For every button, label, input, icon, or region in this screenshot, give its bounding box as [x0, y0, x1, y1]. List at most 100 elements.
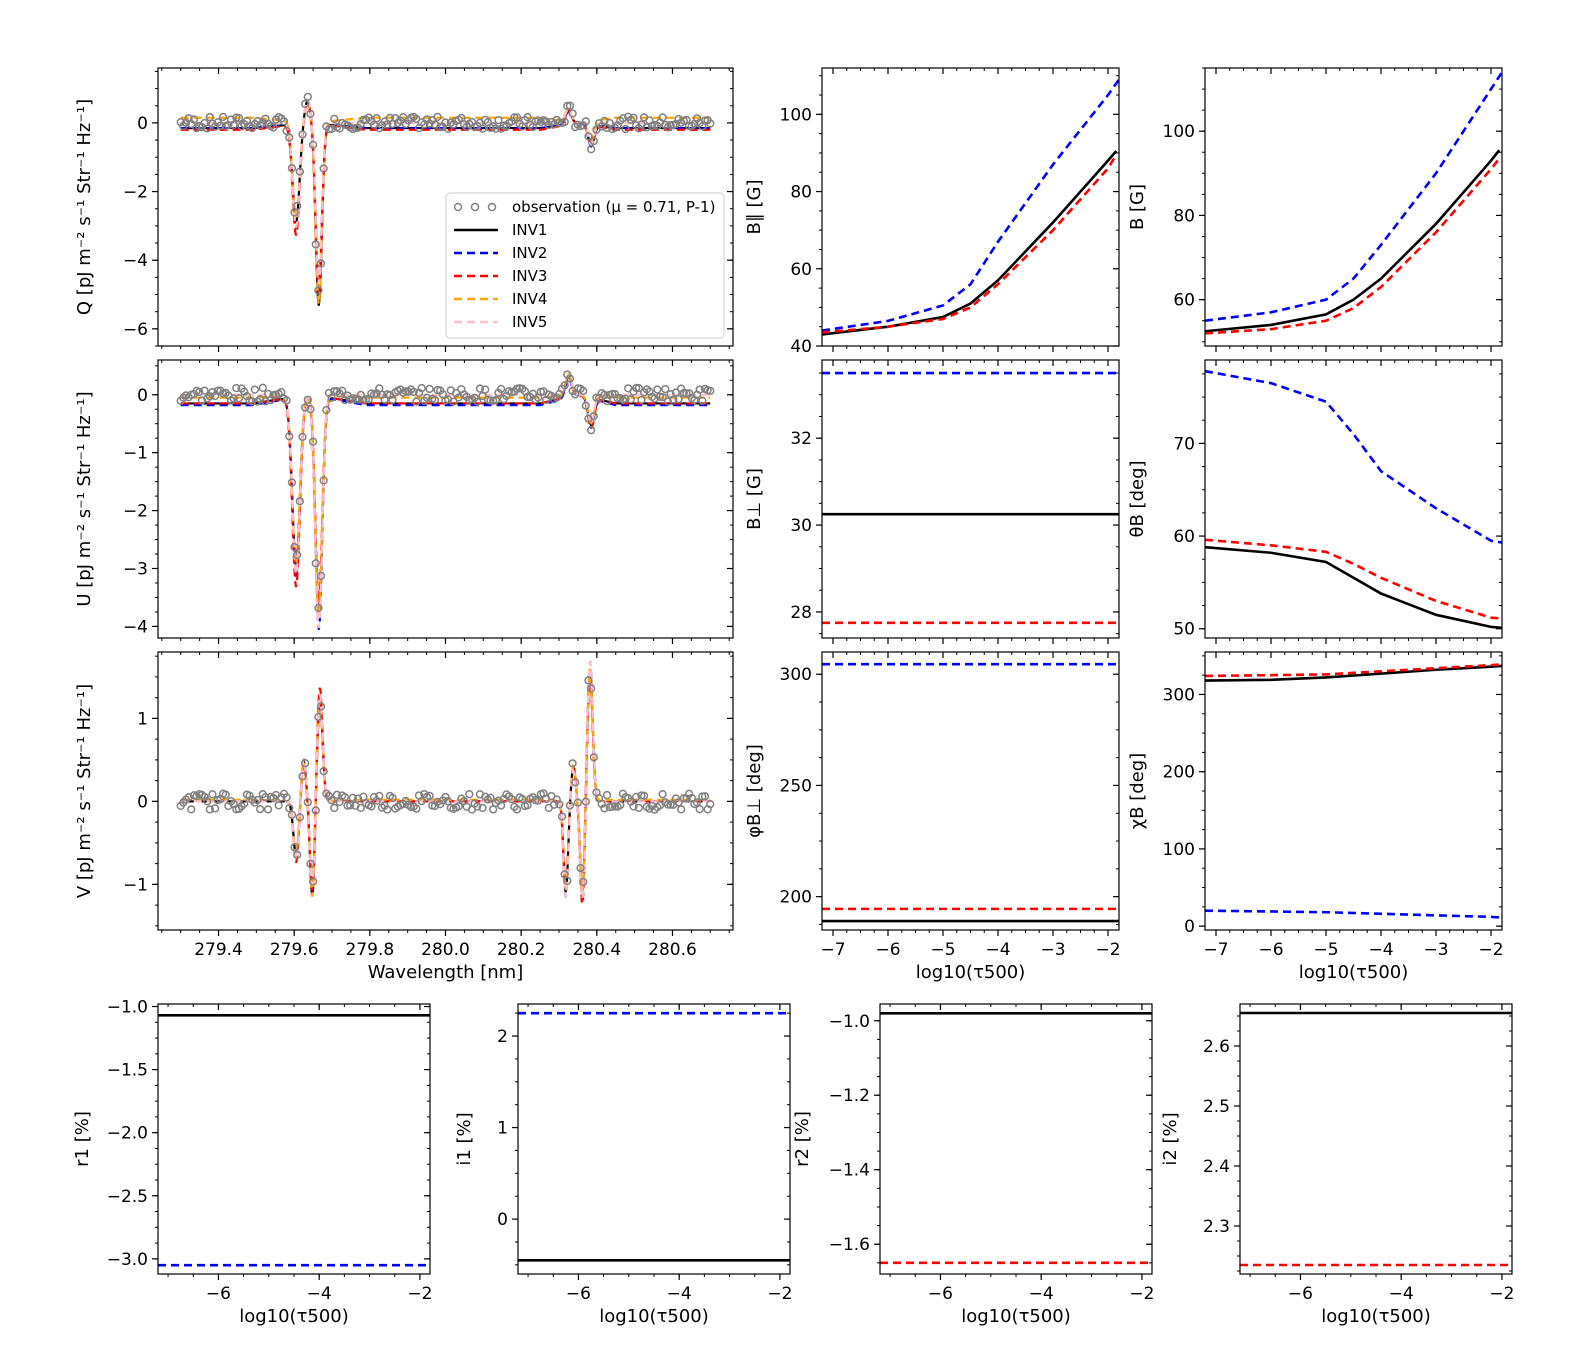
y-tick-label: 1 — [497, 1119, 508, 1139]
observation-point — [351, 395, 360, 404]
observation-point — [338, 386, 347, 395]
observation-point — [367, 802, 376, 811]
observation-point — [573, 798, 583, 807]
observation-point — [346, 801, 355, 810]
observation-point — [494, 115, 503, 125]
legend-item: INV1 — [454, 221, 547, 239]
legend-item: INV2 — [454, 244, 547, 262]
legend-item: INV4 — [454, 290, 547, 308]
observation-point — [295, 497, 305, 506]
observation-point — [518, 794, 527, 804]
series-INV1-line — [1205, 545, 1502, 630]
observation-point — [658, 790, 667, 799]
observation-point — [290, 542, 299, 552]
observation-point — [489, 805, 498, 814]
axes-frame — [1239, 1003, 1513, 1275]
observation-point — [200, 386, 209, 395]
legend-label: INV3 — [512, 267, 547, 285]
series-INV1-line — [180, 373, 711, 617]
observation-points — [176, 676, 715, 887]
observation-point — [210, 804, 220, 813]
x-tick-label: −6 — [928, 1284, 953, 1304]
y-tick-label: 0 — [1184, 917, 1195, 937]
observation-point — [348, 793, 357, 802]
observation-point — [314, 603, 323, 613]
observation-point — [218, 112, 228, 122]
legend-label: INV4 — [512, 290, 547, 308]
observation-point — [187, 805, 196, 814]
observation-points — [176, 92, 715, 295]
y-tick-label: −2 — [123, 502, 148, 522]
y-tick-label: 2.4 — [1203, 1157, 1230, 1177]
x-axis-label: log10(τ500) — [1321, 1306, 1431, 1327]
series-INV3-line — [1205, 663, 1502, 678]
panel-Q: −6 −4 −2 0 Q [pJ m⁻² s⁻¹ Str⁻¹ Hz⁻¹] — [74, 67, 734, 352]
observation-point — [621, 124, 630, 134]
x-tick-label: 280.0 — [421, 940, 470, 960]
y-axis-label: r1 [%] — [72, 1111, 93, 1167]
observation-point — [303, 395, 312, 404]
x-tick-label: −6 — [1258, 940, 1283, 960]
observation-point — [449, 397, 458, 406]
plot-area-r2 — [880, 1012, 1152, 1265]
observation-point — [637, 395, 646, 405]
x-tick-label: −6 — [875, 940, 900, 960]
observation-point — [486, 793, 495, 802]
y-tick-label: 80 — [790, 183, 812, 203]
observation-point — [234, 394, 244, 403]
y-tick-label: −4 — [123, 617, 148, 637]
observation-point — [571, 778, 580, 787]
observation-point — [706, 386, 715, 395]
observation-point — [372, 114, 381, 123]
series-INV2-line — [1205, 369, 1502, 544]
observation-point — [706, 800, 715, 809]
observation-point — [473, 397, 482, 406]
observation-point — [412, 397, 421, 406]
observation-point — [629, 113, 638, 122]
y-tick-label: 0 — [137, 792, 148, 812]
y-tick-label: −1 — [123, 444, 148, 464]
panel-r1: −6 −4 −2 −3.0 −2.5 −2.0 −1.5 −1.0 log10(τ500) r1 … — [72, 998, 432, 1327]
series-INV3-line — [180, 375, 711, 604]
observation-point — [301, 99, 310, 109]
x-tick-label: −5 — [930, 940, 955, 960]
x-tick-label: −2 — [1129, 1284, 1154, 1304]
x-axis-label: log10(τ500) — [599, 1306, 709, 1327]
observation-point — [285, 133, 294, 142]
y-axis-label: χB [deg] — [1127, 753, 1148, 829]
x-tick-label: −4 — [307, 1284, 332, 1304]
observation-point — [208, 790, 217, 799]
panel-i2: −6 −4 −2 2.3 2.4 2.5 2.6 log10(τ500) i2 [%] — [1160, 1003, 1514, 1327]
plot-area-chiB — [1205, 663, 1502, 919]
y-axis-label: θB [deg] — [1127, 460, 1148, 537]
observation-point — [293, 201, 302, 211]
y-tick-label: −3 — [123, 560, 148, 580]
series-INV3-line — [1205, 157, 1501, 335]
observation-point — [510, 113, 519, 122]
observation-point — [478, 124, 487, 133]
observation-point — [608, 389, 617, 399]
observation-point — [669, 395, 678, 404]
legend-label: observation (μ = 0.71, P-1) — [512, 198, 715, 216]
y-axis-label: φB⊥ [deg] — [744, 744, 765, 838]
legend-label: INV2 — [512, 244, 547, 262]
observation-point — [293, 550, 302, 560]
observation-point — [298, 130, 307, 139]
panel-r2: −6 −4 −2 −1.6 −1.4 −1.2 −1.0 log10(τ500) r2 [%] — [792, 1003, 1154, 1327]
observation-point — [314, 286, 323, 295]
observation-point — [579, 877, 588, 887]
observation-point — [634, 803, 643, 813]
observation-point — [634, 383, 643, 393]
axes-frame — [821, 359, 1120, 639]
observation-point — [653, 385, 662, 394]
observation-point — [375, 791, 384, 801]
legend-marker — [487, 202, 497, 212]
observation-point — [308, 877, 318, 886]
y-tick-label: −1.0 — [829, 1012, 870, 1032]
observation-point — [481, 385, 490, 394]
axes-frame — [1204, 359, 1503, 639]
y-tick-label: 0 — [137, 114, 148, 134]
x-tick-label: −4 — [667, 1284, 692, 1304]
panel-chiB: −7 −6 −5 −4 −3 −2 0 100 200 300 log10(τ500) χB [deg… — [1127, 651, 1504, 983]
observation-point — [642, 123, 651, 132]
